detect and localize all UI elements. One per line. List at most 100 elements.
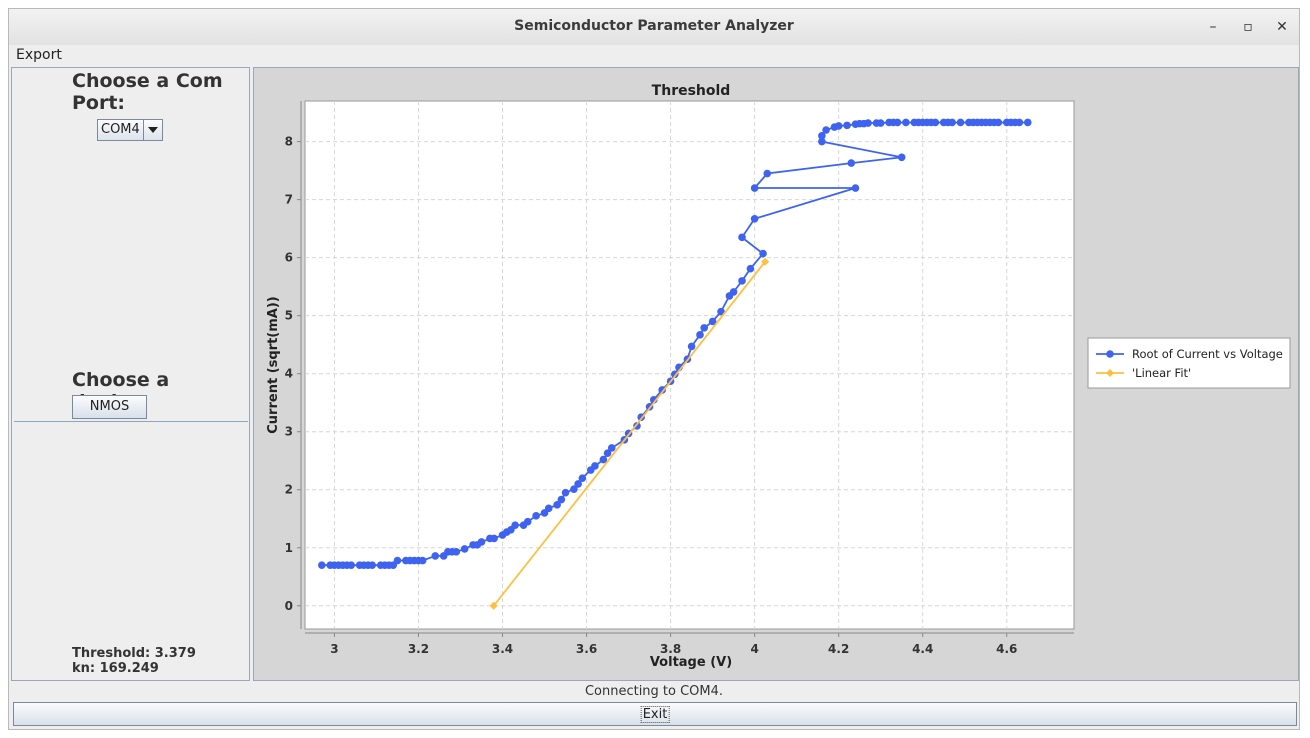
data-point [489, 601, 498, 610]
data-point [864, 119, 872, 127]
x-tick-label: 4.6 [996, 642, 1017, 656]
x-tick-label: 3 [330, 642, 338, 656]
data-point [591, 462, 599, 470]
data-point [578, 474, 587, 482]
legend-label: Root of Current vs Voltage [1132, 347, 1283, 361]
legend-marker [1106, 350, 1114, 358]
exit-button-label: Exit [640, 706, 670, 723]
data-point [347, 561, 356, 569]
data-point [738, 233, 746, 242]
data-point [574, 480, 582, 488]
data-point [818, 137, 826, 146]
minimize-icon[interactable]: – [1209, 19, 1217, 35]
series-line-1 [492, 261, 766, 607]
data-point [603, 449, 612, 457]
data-point [847, 159, 856, 167]
x-tick-label: 3.6 [576, 642, 597, 656]
data-point [511, 521, 519, 529]
data-point [460, 545, 469, 553]
data-point [851, 184, 860, 192]
x-axis-label: Voltage (V) [650, 655, 732, 670]
maximize-icon[interactable]: ▫ [1243, 19, 1253, 35]
y-tick-label: 0 [285, 599, 293, 613]
legend-box [1087, 337, 1291, 389]
y-tick-label: 8 [285, 135, 293, 149]
data-point [708, 317, 717, 326]
data-point [490, 534, 498, 543]
menu-bar: Export [9, 45, 1299, 67]
chart-panel: Threshold 3 3.2 3.4 3.6 3.8 4 4.2 4.4 4.6 0 1 2 3 4 5 6… [253, 67, 1299, 681]
x-tick-label: 4.4 [912, 642, 933, 656]
series-layer [318, 118, 1032, 610]
data-point [931, 118, 940, 127]
data-point [599, 455, 608, 464]
chart-title: Threshold [652, 83, 731, 99]
com-port-heading-line2: Port: [72, 92, 126, 114]
data-point [717, 307, 725, 316]
x-tick-label: 4 [750, 642, 758, 656]
data-point [561, 488, 570, 497]
data-point [994, 118, 1003, 127]
data-point [557, 495, 566, 504]
com-port-heading-line1: Choose a Com [72, 70, 223, 92]
x-tick-label: 3.4 [492, 642, 513, 656]
data-point [761, 257, 770, 266]
legend-label: 'Linear Fit' [1132, 366, 1191, 380]
data-point [658, 386, 666, 394]
menu-export[interactable]: Export [16, 47, 62, 63]
data-point [431, 552, 440, 560]
data-point [607, 444, 616, 452]
window-title: Semiconductor Parameter Analyzer [514, 18, 794, 34]
status-text: Connecting to COM4. [584, 684, 724, 699]
data-point [897, 153, 906, 162]
x-tick-label: 3.8 [660, 642, 681, 656]
com-port-heading: Choose a Com Port: [72, 70, 223, 114]
y-axis-label: Current (sqrt(mA)) [266, 296, 281, 433]
data-point [834, 122, 843, 130]
data-point [523, 517, 532, 526]
x-tick-label: 3.2 [408, 642, 429, 656]
control-panel: Choose a Com Port: COM4 Choose a device:… [11, 67, 250, 681]
chevron-down-icon[interactable] [143, 120, 162, 140]
data-point [700, 324, 709, 332]
data-point [902, 118, 910, 127]
data-point [696, 331, 704, 339]
data-point [544, 504, 553, 513]
kn-value: kn: 169.249 [72, 661, 159, 676]
com-port-select[interactable]: COM4 [97, 119, 163, 141]
data-point [738, 277, 746, 285]
title-bar: Semiconductor Parameter Analyzer – ▫ ✕ [9, 9, 1299, 46]
data-point [759, 249, 767, 258]
plot-area [304, 100, 1075, 630]
y-tick-label: 7 [285, 193, 293, 207]
data-point [729, 288, 738, 296]
exit-button[interactable]: Exit [13, 702, 1297, 726]
data-point [452, 548, 461, 556]
data-point [818, 132, 826, 140]
y-tick-label: 1 [285, 541, 293, 555]
data-point [418, 556, 427, 565]
data-point [750, 214, 759, 223]
data-point [368, 561, 377, 569]
data-point [956, 118, 965, 127]
data-point [1015, 118, 1024, 127]
x-tick-label: 4.2 [828, 642, 849, 656]
data-point [843, 121, 851, 130]
data-point [553, 501, 561, 509]
data-point [893, 118, 902, 127]
threshold-value: Threshold: 3.379 [72, 646, 196, 661]
data-point [822, 126, 830, 134]
nmos-button[interactable]: NMOS [72, 395, 147, 419]
axes: 3 3.2 3.4 3.6 3.8 4 4.2 4.4 4.6 0 1 2 3 4 5 6 7 8 [285, 101, 1074, 656]
y-tick-label: 5 [285, 309, 293, 323]
com-port-selected: COM4 [101, 122, 140, 137]
data-point [948, 118, 956, 127]
data-point [763, 169, 772, 178]
data-point [750, 184, 759, 192]
data-point [570, 485, 578, 493]
y-tick-label: 4 [285, 367, 293, 381]
data-point [746, 264, 755, 273]
close-icon[interactable]: ✕ [1276, 19, 1288, 35]
divider [14, 421, 248, 422]
threshold-chart: Threshold 3 3.2 3.4 3.6 3.8 4 4.2 4.4 4.6 0 1 2 3 4 5 6… [266, 83, 1291, 670]
